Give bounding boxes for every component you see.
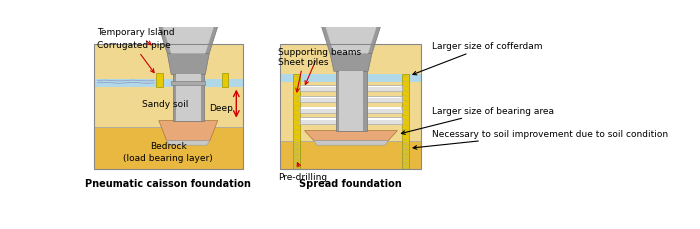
Text: Corrugated pipe: Corrugated pipe	[97, 41, 171, 73]
Polygon shape	[402, 75, 409, 169]
Polygon shape	[300, 118, 402, 124]
Text: Sheet piles: Sheet piles	[278, 57, 329, 93]
Polygon shape	[314, 141, 389, 146]
Polygon shape	[280, 44, 421, 83]
Polygon shape	[321, 27, 381, 54]
Text: Temporary Island: Temporary Island	[97, 28, 174, 46]
Polygon shape	[335, 72, 367, 131]
Polygon shape	[176, 75, 201, 121]
Polygon shape	[167, 141, 210, 146]
Polygon shape	[293, 141, 300, 169]
Polygon shape	[94, 80, 242, 87]
Polygon shape	[402, 141, 409, 169]
Text: Larger size of cofferdam: Larger size of cofferdam	[413, 42, 543, 76]
Polygon shape	[300, 108, 401, 109]
Text: Pneumatic caisson foundation: Pneumatic caisson foundation	[85, 178, 251, 188]
Text: Supporting beams: Supporting beams	[278, 47, 361, 85]
Polygon shape	[330, 54, 372, 72]
Polygon shape	[159, 121, 218, 141]
Text: Necessary to soil improvement due to soil condition: Necessary to soil improvement due to soi…	[413, 129, 668, 150]
Polygon shape	[94, 87, 242, 127]
Polygon shape	[300, 107, 402, 113]
Polygon shape	[300, 96, 402, 103]
Polygon shape	[339, 72, 363, 131]
Polygon shape	[167, 54, 209, 75]
Polygon shape	[222, 74, 228, 87]
Polygon shape	[280, 75, 421, 83]
Text: Spread foundation: Spread foundation	[299, 178, 402, 188]
Polygon shape	[173, 75, 204, 121]
Text: Pre-drilling: Pre-drilling	[279, 163, 328, 181]
Polygon shape	[280, 141, 421, 169]
Polygon shape	[172, 81, 205, 86]
Polygon shape	[293, 75, 300, 169]
Polygon shape	[94, 44, 242, 80]
Text: Larger size of bearing area: Larger size of bearing area	[401, 106, 554, 135]
Polygon shape	[94, 127, 242, 169]
Polygon shape	[300, 119, 401, 120]
Text: Deep: Deep	[209, 104, 233, 112]
Polygon shape	[304, 131, 398, 141]
Polygon shape	[326, 27, 377, 54]
Polygon shape	[162, 27, 214, 54]
Text: Bedrock
(load bearing layer): Bedrock (load bearing layer)	[123, 141, 213, 162]
Polygon shape	[159, 27, 218, 54]
Text: Sandy soil: Sandy soil	[141, 100, 188, 109]
Polygon shape	[280, 83, 421, 141]
Polygon shape	[300, 97, 401, 99]
Polygon shape	[300, 87, 401, 88]
Polygon shape	[300, 86, 402, 92]
Polygon shape	[155, 74, 162, 87]
